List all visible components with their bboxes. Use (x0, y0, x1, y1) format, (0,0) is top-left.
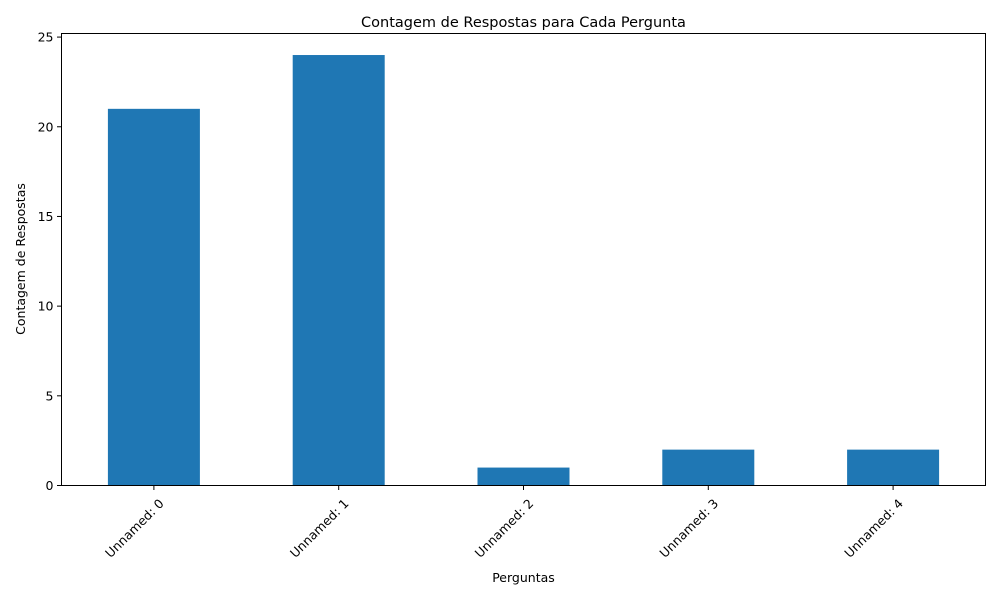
y-axis-label: Contagem de Respostas (13, 183, 28, 335)
bars-group (107, 55, 940, 486)
x-axis-label: Perguntas (492, 570, 555, 585)
bar-4 (847, 449, 940, 486)
x-tick-label-2: Unnamed: 2 (472, 496, 537, 561)
bar-3 (662, 449, 755, 486)
x-tick-label-4: Unnamed: 4 (841, 496, 906, 561)
y-tick-label-0: 0 (46, 478, 54, 493)
x-tick-label-1: Unnamed: 1 (287, 496, 352, 561)
y-tick-label-2: 10 (38, 299, 54, 314)
bar-0 (107, 108, 200, 486)
y-tick-label-4: 20 (38, 119, 54, 134)
chart-title: Contagem de Respostas para Cada Pergunta (361, 15, 686, 31)
plot-frame (61, 33, 986, 486)
x-tick-label-3: Unnamed: 3 (656, 496, 721, 561)
x-tick-label-0: Unnamed: 0 (102, 496, 167, 561)
y-tick-label-5: 25 (38, 30, 54, 45)
y-tick-label-3: 15 (38, 209, 54, 224)
y-tick-label-1: 5 (46, 388, 54, 403)
x-axis: Unnamed: 0 Unnamed: 1 Unnamed: 2 Unnamed: 3… (102, 485, 906, 561)
bar-2 (477, 467, 570, 486)
y-axis: 0 5 10 15 20 25 (38, 30, 62, 493)
bar-1 (292, 55, 385, 486)
